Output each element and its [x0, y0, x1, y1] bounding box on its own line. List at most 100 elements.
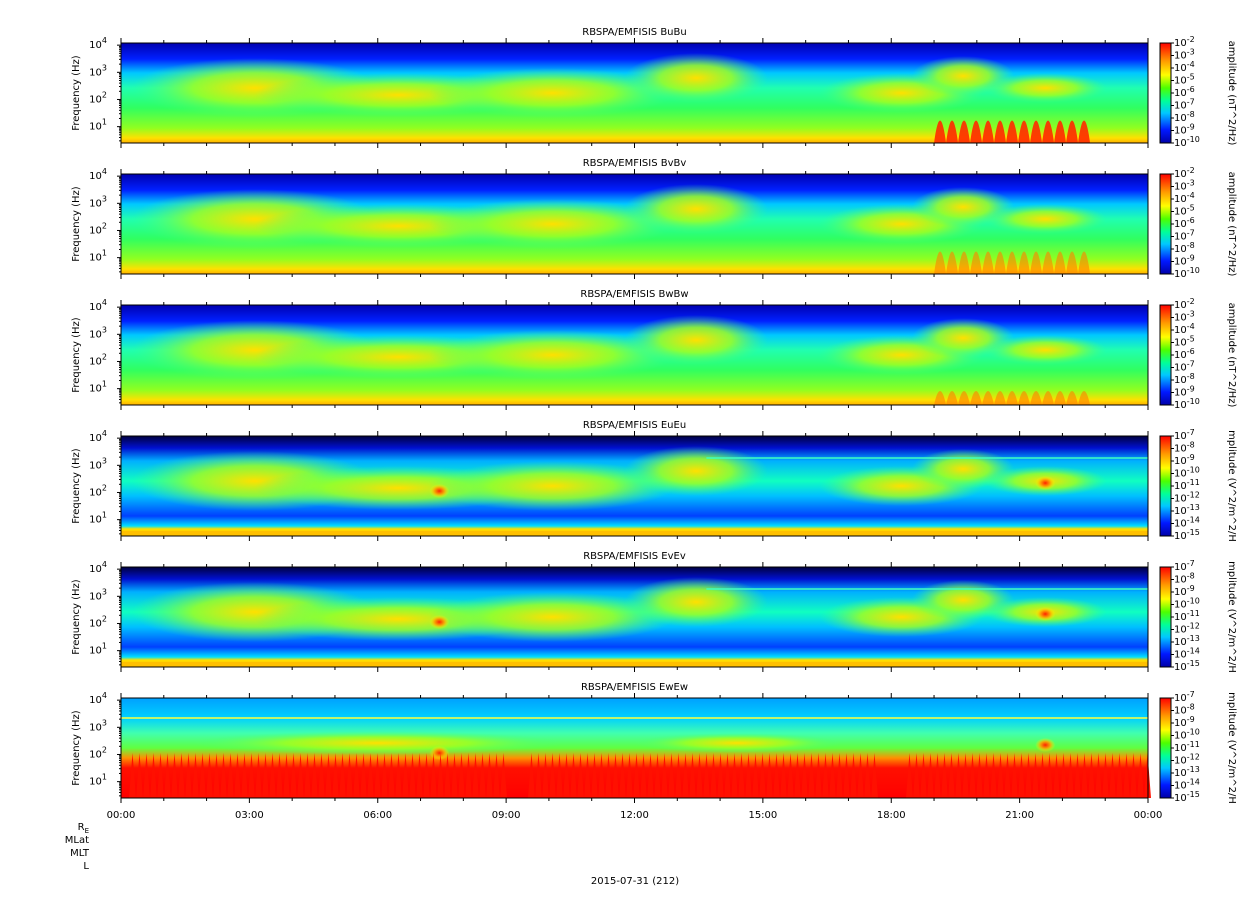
pulsation-burst — [1078, 251, 1091, 274]
emission-band — [983, 335, 1107, 365]
panel-title: RBSPA/EMFISIS EvEv — [583, 551, 686, 562]
panel-1: RBSPA/EMFISIS BuBu 101 102 103 104 Frequency … — [71, 27, 1237, 149]
colorbar-tick-label: 10-10 — [1174, 135, 1200, 149]
panel-2: RBSPA/EMFISIS BvBv 101 102 103 104 Frequency … — [71, 158, 1237, 280]
y-tick-label: 101 — [89, 380, 107, 395]
pulsation-burst — [994, 391, 1007, 405]
colorbar: 10-710-810-910-1010-1110-1210-1310-1410-… — [1159, 428, 1237, 542]
pulsation-burst — [1066, 391, 1079, 405]
y-tick-label: 103 — [89, 194, 107, 209]
pulsation-burst — [1030, 120, 1043, 143]
y-tick-label: 102 — [89, 745, 107, 760]
pulsation-burst — [970, 251, 983, 274]
y-tick-label: 104 — [89, 429, 107, 444]
y-tick-label: 101 — [89, 118, 107, 133]
pulsation-burst — [1042, 251, 1055, 274]
hot-spot — [1035, 476, 1056, 490]
x-tick-label: 00:00 — [1134, 810, 1163, 821]
pulsation-burst — [958, 251, 971, 274]
pulsation-burst — [1018, 251, 1031, 274]
y-axis-label: Frequency (Hz) — [71, 448, 82, 524]
pulsation-burst — [946, 120, 959, 143]
y-axis-label: Frequency (Hz) — [71, 579, 82, 655]
low-frequency-band — [121, 531, 1148, 536]
hot-spot — [429, 746, 450, 760]
pulsation-burst — [1006, 251, 1019, 274]
panel-title: RBSPA/EMFISIS BwBw — [580, 289, 688, 300]
ephemeris-label: RE — [78, 822, 89, 835]
pulsation-burst — [970, 391, 983, 405]
pulsation-burst — [1006, 391, 1019, 405]
y-tick-label: 101 — [89, 773, 107, 788]
pulsation-burst — [1054, 251, 1067, 274]
pulsation-burst — [1018, 120, 1031, 143]
ephemeris-label: L — [83, 861, 89, 872]
hot-spot — [1035, 607, 1056, 621]
colorbar-tick-label: 10-10 — [1174, 397, 1200, 411]
emission-band — [192, 731, 563, 755]
emission-band — [429, 199, 676, 249]
y-axis-label: Frequency (Hz) — [71, 55, 82, 131]
panel-title: RBSPA/EMFISIS EuEu — [583, 420, 686, 431]
emission-band — [429, 461, 676, 511]
y-tick-label: 103 — [89, 325, 107, 340]
panel-title: RBSPA/EMFISIS EwEw — [581, 682, 688, 693]
pulsation-burst — [1042, 391, 1055, 405]
emission-band — [624, 577, 769, 627]
colorbar: 10-210-310-410-510-610-710-810-910-10 amp… — [1159, 35, 1237, 149]
x-tick-label: 03:00 — [235, 810, 264, 821]
y-tick-label: 104 — [89, 167, 107, 182]
hot-spot — [1035, 738, 1056, 752]
y-axis-label: Frequency (Hz) — [71, 186, 82, 262]
ephemeris-label: MLat — [65, 835, 89, 846]
colorbar-scale — [1159, 304, 1172, 406]
pulsation-burst — [970, 120, 983, 143]
colorbar-scale — [1159, 173, 1172, 275]
pulsation-burst — [982, 391, 995, 405]
emission-band — [429, 330, 676, 380]
colorbar-label: amplitude (nT^2/Hz) — [1226, 41, 1237, 146]
x-tick-label: 12:00 — [620, 810, 649, 821]
y-tick-label: 104 — [89, 36, 107, 51]
panel-3: RBSPA/EMFISIS BwBw 101 102 103 104 Frequency … — [71, 289, 1237, 411]
y-tick-label: 104 — [89, 560, 107, 575]
emission-band — [429, 68, 676, 118]
y-tick-label: 103 — [89, 63, 107, 78]
x-tick-label: 21:00 — [1005, 810, 1034, 821]
x-tick-label: 18:00 — [877, 810, 906, 821]
colorbar-label: mplitude (V^2/m^2/H — [1226, 430, 1237, 542]
pulsation-burst — [1078, 120, 1091, 143]
emission-band — [624, 315, 769, 365]
y-tick-label: 101 — [89, 511, 107, 526]
pulsation-burst — [1078, 391, 1091, 405]
y-tick-label: 103 — [89, 718, 107, 733]
pulsation-burst — [958, 120, 971, 143]
panel-title: RBSPA/EMFISIS BvBv — [583, 158, 687, 169]
pulsation-burst — [946, 391, 959, 405]
x-tick-label: 09:00 — [492, 810, 521, 821]
pulsation-burst — [994, 251, 1007, 274]
y-tick-label: 102 — [89, 614, 107, 629]
ephemeris-label: MLT — [70, 848, 90, 859]
colorbar-scale — [1159, 566, 1172, 668]
panel-5: RBSPA/EMFISIS EvEv 101 102 103 104 Frequency … — [71, 551, 1237, 673]
pulsation-burst — [1066, 120, 1079, 143]
y-axis-label: Frequency (Hz) — [71, 317, 82, 393]
colorbar-scale — [1159, 697, 1172, 799]
colorbar-tick-label: 10-15 — [1174, 528, 1200, 542]
x-tick-label: 15:00 — [748, 810, 777, 821]
colorbar-scale — [1159, 42, 1172, 144]
y-tick-label: 101 — [89, 642, 107, 657]
pulsation-comb — [129, 753, 1151, 798]
pulsation-burst — [1042, 120, 1055, 143]
panel-6: RBSPA/EMFISIS EwEw 101 102 103 104 Frequency … — [71, 682, 1237, 804]
colorbar-tick-label: 10-10 — [1174, 266, 1200, 280]
y-tick-label: 103 — [89, 587, 107, 602]
y-tick-label: 102 — [89, 90, 107, 105]
colorbar-label: mplitude (V^2/m^2/H — [1226, 692, 1237, 804]
colorbar-label: amplitude (nT^2/Hz) — [1226, 303, 1237, 408]
hot-spot — [429, 484, 450, 498]
y-tick-label: 101 — [89, 249, 107, 264]
pulsation-burst — [958, 391, 971, 405]
